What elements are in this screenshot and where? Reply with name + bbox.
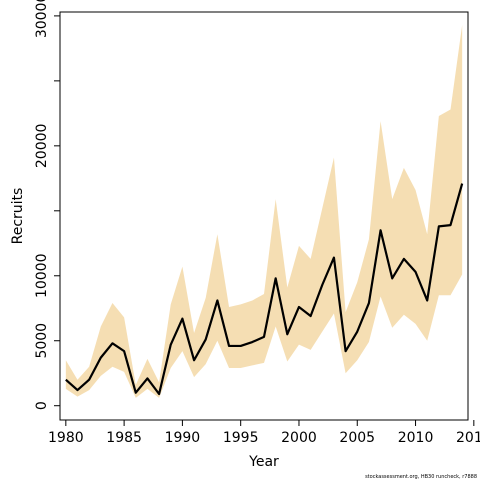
x-tick-label: 2000: [281, 430, 317, 446]
x-axis: 1980 1985 1990 1995 2000 2005 2010 2015: [48, 420, 480, 446]
x-axis-title: Year: [248, 454, 279, 470]
x-tick-label: 1990: [165, 430, 201, 446]
confidence-band: [65, 24, 463, 398]
x-tick-label: 1980: [48, 430, 84, 446]
y-tick-label: 0: [34, 401, 50, 410]
y-axis-title: Recruits: [10, 188, 26, 245]
x-tick-label: 2005: [339, 430, 375, 446]
x-tick-label: 1985: [106, 430, 142, 446]
y-axis: 0 5000 10000 20000 30000: [34, 0, 60, 410]
y-tick-label: 10000: [34, 253, 50, 298]
credit-text: stockassessment.org, HB30 runcheck, r788…: [365, 474, 477, 480]
plot-frame: [59, 11, 469, 421]
x-tick-label: 1995: [223, 430, 259, 446]
x-tick-label: 2015: [456, 430, 480, 446]
y-tick-label: 20000: [34, 124, 50, 169]
y-tick-label: 5000: [34, 323, 50, 359]
recruits-line: [65, 183, 464, 396]
x-tick-label: 2010: [398, 430, 434, 446]
plot-region: [59, 11, 469, 421]
y-tick-label: 30000: [34, 0, 50, 38]
